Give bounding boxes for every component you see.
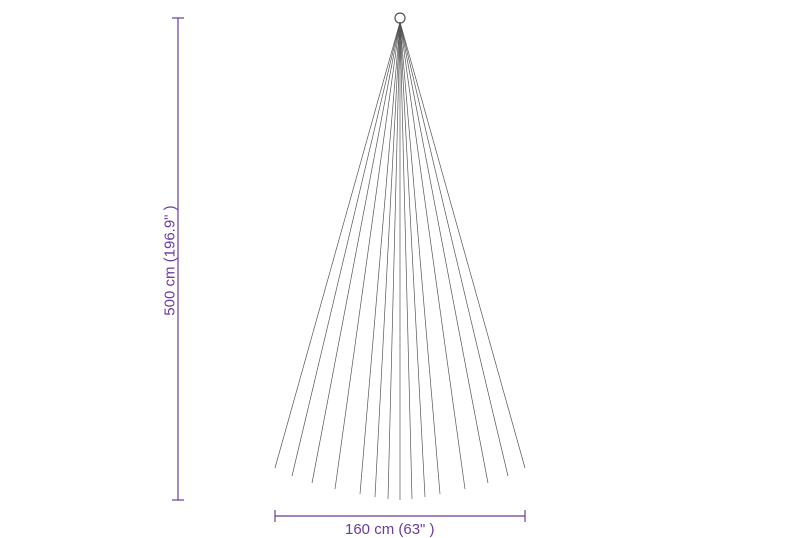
diagram-container: 500 cm (196.9" ) 160 cm (63" ) <box>0 0 800 533</box>
horizontal-dimension-label: 160 cm (63" ) <box>345 521 435 538</box>
diagram-svg <box>0 0 800 533</box>
vertical-dimension-label: 500 cm (196.9" ) <box>162 196 179 326</box>
